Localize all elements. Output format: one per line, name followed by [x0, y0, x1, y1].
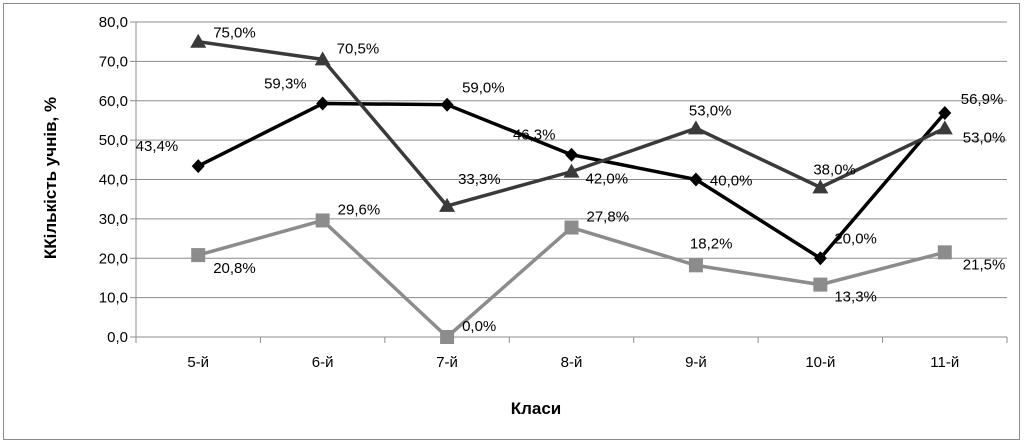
y-tick-label: 70,0 [99, 53, 128, 70]
triangle-marker [687, 120, 704, 135]
diamond-marker [938, 105, 952, 120]
data-label: 20,0% [834, 230, 877, 247]
triangle-marker [563, 163, 580, 178]
y-axis-title: ККількість учнів, % [41, 97, 60, 259]
square-marker [937, 245, 952, 260]
x-tick-label: 9-й [685, 354, 707, 371]
y-tick-label: 80,0 [99, 14, 128, 31]
y-tick-labels: 0,0 10,0 20,0 30,0 40,0 50,0 60,0 70,0 80,0 [99, 14, 128, 346]
y-tick-label: 20,0 [99, 250, 128, 267]
y-tick-label: 40,0 [99, 172, 128, 189]
diamond-marker [316, 96, 330, 111]
series-lines [197, 39, 947, 339]
data-label: 56,9% [961, 91, 1004, 108]
diamond-marker [689, 172, 703, 187]
triangle-marker [936, 120, 953, 135]
data-label: 27,8% [587, 209, 630, 226]
data-label: 46,3% [513, 127, 556, 144]
data-label: 33,3% [458, 171, 501, 188]
data-label: 42,0% [586, 171, 629, 188]
square-marker [688, 258, 703, 273]
x-tick-label: 10-й [805, 354, 835, 371]
square-marker [813, 277, 828, 292]
data-label: 18,2% [690, 235, 733, 252]
diamond-marker [813, 251, 827, 266]
series-markers [190, 33, 953, 344]
x-tick-label: 11-й [930, 354, 959, 371]
diamond-marker [565, 147, 578, 162]
data-label: 43,4% [136, 138, 179, 155]
triangle-marker [314, 51, 331, 66]
x-tick-label: 8-й [561, 354, 583, 371]
axes [130, 21, 1008, 343]
data-label: 40,0% [710, 173, 753, 190]
y-tick-label: 30,0 [99, 211, 128, 228]
data-labels: 43,4% 59,3% 59,0% 46,3% 40,0% 20,0% 56,9% 20,8%… [136, 25, 1006, 335]
triangle-marker [812, 179, 829, 194]
y-tick-label: 0,0 [107, 329, 128, 346]
x-tick-label: 6-й [312, 354, 334, 371]
data-label: 59,3% [264, 76, 307, 93]
data-label: 21,5% [963, 256, 1006, 273]
y-tick-label: 10,0 [99, 290, 128, 307]
series-line-3 [197, 39, 946, 208]
data-label: 70,5% [337, 40, 380, 57]
series-line-2 [197, 218, 946, 339]
diamond-marker [191, 159, 205, 174]
square-marker [440, 330, 455, 344]
y-tick-label: 60,0 [99, 93, 128, 110]
x-axis-title: Класи [511, 399, 562, 418]
data-label: 0,0% [462, 318, 496, 335]
data-label: 20,8% [213, 260, 256, 277]
data-label: 59,0% [462, 80, 505, 97]
x-tick-labels: 5-й 6-й 7-й 8-й 9-й 10-й 11-й [187, 354, 959, 371]
data-label: 29,6% [338, 201, 381, 218]
x-tick-label: 7-й [436, 354, 458, 371]
data-label: 53,0% [689, 102, 732, 119]
diamond-marker [440, 97, 454, 112]
y-tick-label: 50,0 [99, 132, 128, 149]
data-label: 53,0% [963, 129, 1006, 146]
data-label: 38,0% [813, 161, 856, 178]
x-tick-label: 5-й [187, 354, 209, 371]
square-marker [191, 248, 206, 263]
grid [136, 21, 1007, 299]
square-marker [315, 213, 330, 228]
data-label: 75,0% [213, 25, 256, 42]
triangle-marker [439, 197, 456, 212]
data-label: 13,3% [834, 289, 877, 306]
square-marker [564, 220, 579, 235]
triangle-marker [190, 33, 207, 48]
